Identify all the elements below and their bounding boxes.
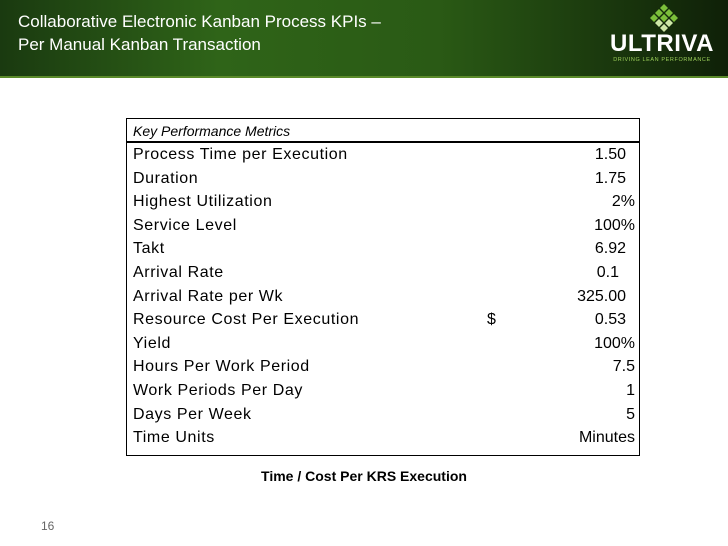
page-number: 16 — [41, 519, 55, 533]
table-row: Time Units Minutes — [127, 426, 639, 450]
metric-label: Work Periods Per Day — [133, 381, 303, 399]
table-row: Arrival Rate per Wk 325.00 — [127, 285, 639, 309]
metric-value: 100% — [594, 334, 635, 352]
metric-value: Minutes — [578, 429, 635, 447]
metric-label: Hours Per Work Period — [133, 358, 310, 376]
ultriva-logo: ULTRIVA DRIVING LEAN PERFORMANCE — [606, 4, 718, 68]
metric-label: Process Time per Execution — [133, 146, 348, 163]
kpi-table: Key Performance Metrics Process Time per… — [126, 118, 640, 456]
metric-value: 1 — [626, 381, 635, 399]
metric-label: Yield — [133, 334, 171, 352]
table-row: Duration 1.75 — [127, 167, 639, 191]
table-body: Process Time per Execution 1.50 Duration 1.… — [127, 143, 639, 450]
metric-label: Arrival Rate per Wk — [133, 287, 284, 305]
table-caption: Time / Cost Per KRS Execution — [261, 468, 467, 484]
table-row: Process Time per Execution 1.50 — [127, 143, 639, 167]
metric-label: Highest Utilization — [133, 193, 273, 211]
logo-wordmark: ULTRIVA — [610, 30, 714, 57]
slide-title: Collaborative Electronic Kanban Process … — [18, 10, 381, 56]
table-row: Hours Per Work Period 7.5 — [127, 355, 639, 379]
metric-label: Duration — [133, 169, 199, 187]
metric-value: 1.75 — [594, 169, 626, 187]
title-banner: Collaborative Electronic Kanban Process … — [0, 0, 728, 78]
metric-value: 0.53 — [594, 311, 626, 329]
metric-value: 0.1 — [596, 263, 619, 281]
table-row: Days Per Week 5 — [127, 403, 639, 427]
table-row: Work Periods Per Day 1 — [127, 379, 639, 403]
table-row: Highest Utilization 2% — [127, 190, 639, 214]
metric-label: Resource Cost Per Execution — [133, 311, 360, 329]
metric-value: 1.50 — [594, 146, 626, 163]
metric-value: 6.92 — [594, 240, 626, 258]
table-row: Arrival Rate 0.1 — [127, 261, 639, 285]
metric-value: 5 — [626, 405, 635, 423]
logo-tagline: DRIVING LEAN PERFORMANCE — [613, 57, 711, 63]
metric-value: 325.00 — [577, 287, 626, 305]
metric-value: 2% — [611, 193, 635, 211]
currency-symbol: $ — [487, 311, 496, 329]
metric-label: Service Level — [133, 216, 237, 234]
logo-diamond-icon — [650, 4, 678, 32]
metric-label: Days Per Week — [133, 405, 252, 423]
table-row: Service Level 100% — [127, 214, 639, 238]
metric-label: Time Units — [133, 429, 215, 447]
slide-title-line1: Collaborative Electronic Kanban Process … — [18, 12, 381, 31]
slide-title-line2: Per Manual Kanban Transaction — [18, 35, 261, 54]
table-row: Resource Cost Per Execution $0.53 — [127, 308, 639, 332]
table-row: Takt 6.92 — [127, 237, 639, 261]
metric-label: Arrival Rate — [133, 263, 224, 281]
metric-label: Takt — [133, 240, 165, 258]
table-row: Yield 100% — [127, 332, 639, 356]
metric-value: 100% — [594, 216, 635, 234]
table-heading: Key Performance Metrics — [127, 119, 639, 143]
metric-value: 7.5 — [612, 358, 635, 376]
